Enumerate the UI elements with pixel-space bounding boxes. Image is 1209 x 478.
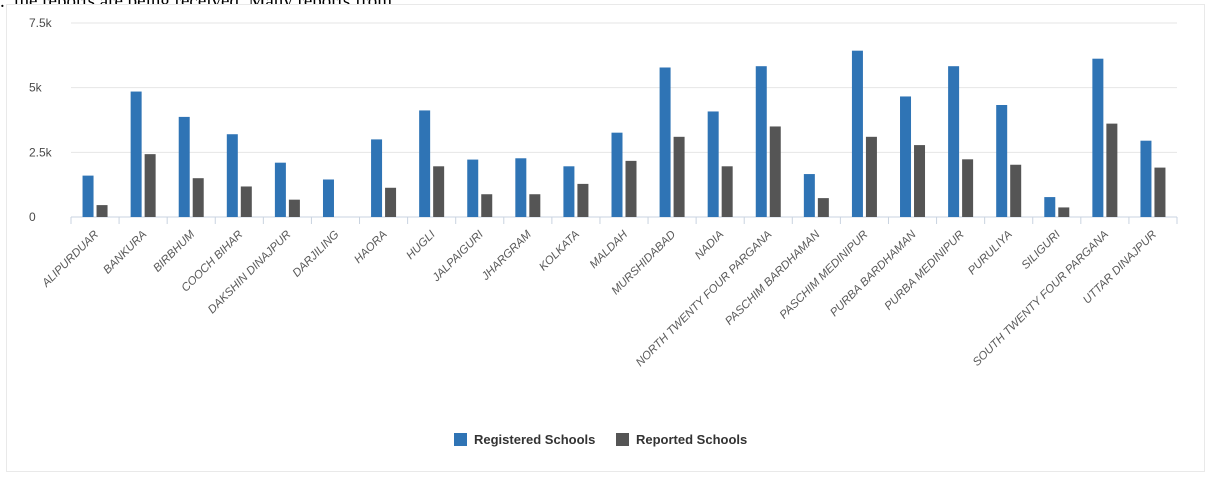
bar-registered-schools[interactable] <box>659 67 671 217</box>
bar-registered-schools[interactable] <box>515 158 527 217</box>
x-tick-label: JHARGRAM <box>479 228 534 283</box>
bar-registered-schools[interactable] <box>82 175 94 217</box>
bar-registered-schools[interactable] <box>130 91 142 217</box>
x-tick-label: BIRBHUM <box>151 228 197 274</box>
y-tick-label: 0 <box>29 210 36 224</box>
bar-reported-schools[interactable] <box>721 166 733 217</box>
legend-item-registered-schools[interactable]: Registered Schools <box>454 432 595 447</box>
legend-label: Reported Schools <box>636 432 747 447</box>
x-tick-label: HUGLI <box>404 228 438 262</box>
x-tick-label: MALDAH <box>588 228 631 271</box>
bar-reported-schools[interactable] <box>144 154 156 217</box>
y-tick-label: 7.5k <box>29 16 53 30</box>
bar-registered-schools[interactable] <box>803 174 815 217</box>
bar-reported-schools[interactable] <box>914 145 926 217</box>
legend-swatch <box>616 433 629 446</box>
x-tick-label: ALIPURDUAR <box>40 229 102 291</box>
bar-registered-schools[interactable] <box>755 66 767 218</box>
bar-chart: 0 2.5k 5k 7.5k ALIPURDUAR BANKURA BIRBHUMCOOC… <box>29 16 1178 447</box>
bar-registered-schools[interactable] <box>274 162 286 217</box>
x-tick-label: PASCHIM BARDHAMAN <box>723 228 823 328</box>
bar-reported-schools[interactable] <box>96 205 108 217</box>
bar-reported-schools[interactable] <box>625 160 637 217</box>
bar-registered-schools[interactable] <box>707 111 719 217</box>
bar-reported-schools[interactable] <box>817 198 829 217</box>
bar-reported-schools[interactable] <box>865 136 877 217</box>
y-tick-label: 2.5k <box>29 145 53 159</box>
x-tick-label: HAORA <box>352 228 390 266</box>
x-tick-label: BANKURA <box>101 228 149 276</box>
bar-reported-schools[interactable] <box>1106 123 1118 217</box>
bar-registered-schools[interactable] <box>178 116 190 217</box>
x-tick-label: DAKSHIN DINAJPUR <box>206 229 294 317</box>
bar-registered-schools[interactable] <box>1140 140 1152 217</box>
bar-reported-schools[interactable] <box>1010 164 1022 217</box>
bar-reported-schools[interactable] <box>385 187 397 217</box>
bar-registered-schools[interactable] <box>996 104 1008 217</box>
legend-swatch <box>454 433 467 446</box>
x-tick-label: JALPAIGURI <box>430 228 487 285</box>
bar-reported-schools[interactable] <box>529 194 541 217</box>
x-tick-label: PASCHIM MEDINIPUR <box>778 229 871 322</box>
bar-reported-schools[interactable] <box>1058 207 1070 217</box>
chart-frame: 0 2.5k 5k 7.5k ALIPURDUAR BANKURA BIRBHUM COOC… <box>6 4 1205 472</box>
bar-registered-schools[interactable] <box>467 159 479 217</box>
bar-reported-schools[interactable] <box>1154 167 1166 217</box>
bar-reported-schools[interactable] <box>433 166 445 217</box>
x-tick-label: DARJILING <box>291 229 342 280</box>
bar-registered-schools[interactable] <box>948 66 960 218</box>
bar-reported-schools[interactable] <box>192 178 204 217</box>
bar-reported-schools[interactable] <box>769 126 781 217</box>
bar-reported-schools[interactable] <box>577 183 589 217</box>
y-axis: 0 2.5k 5k 7.5k <box>29 16 53 224</box>
bar-registered-schools[interactable] <box>1044 197 1056 217</box>
legend[interactable]: Registered Schools Reported Schools <box>454 432 747 447</box>
bar-reported-schools[interactable] <box>673 136 685 217</box>
bar-reported-schools[interactable] <box>240 186 252 217</box>
bar-reported-schools[interactable] <box>288 199 300 217</box>
legend-item-reported-schools[interactable]: Reported Schools <box>616 432 747 447</box>
grid-lines <box>71 22 1177 218</box>
bar-registered-schools[interactable] <box>851 50 863 217</box>
x-tick-label: PURBA MEDINIPUR <box>883 229 967 313</box>
x-tick-label: SILIGURI <box>1020 228 1064 272</box>
legend-label: Registered Schools <box>474 432 595 447</box>
bar-registered-schools[interactable] <box>900 96 912 217</box>
y-tick-label: 5k <box>29 81 43 95</box>
x-tick-label: PURBA BARDHAMAN <box>828 228 919 319</box>
bar-registered-schools[interactable] <box>322 179 334 217</box>
bar-registered-schools[interactable] <box>226 134 238 217</box>
x-tick-label: NADIA <box>693 228 727 262</box>
bars <box>82 50 1166 218</box>
bar-registered-schools[interactable] <box>1092 58 1104 217</box>
bar-reported-schools[interactable] <box>962 159 974 217</box>
bar-registered-schools[interactable] <box>611 132 623 217</box>
bar-reported-schools[interactable] <box>481 194 493 217</box>
bar-registered-schools[interactable] <box>371 139 383 217</box>
x-tick-label: KOLKATA <box>537 228 582 273</box>
bar-registered-schools[interactable] <box>563 166 575 217</box>
bar-registered-schools[interactable] <box>419 110 431 217</box>
x-tick-label: PURULIYA <box>966 228 1015 277</box>
